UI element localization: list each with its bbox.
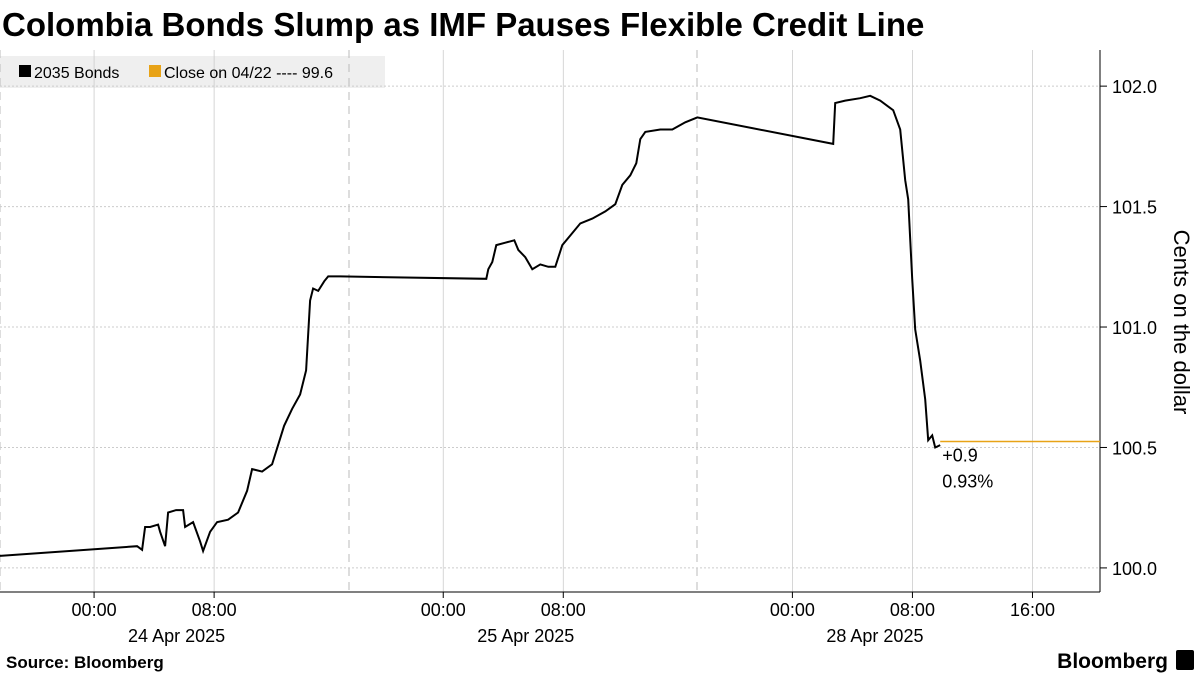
x-tick-label: 08:00	[541, 600, 586, 620]
x-date-label: 28 Apr 2025	[826, 626, 923, 646]
x-date-label: 25 Apr 2025	[477, 626, 574, 646]
x-tick-label: 00:00	[72, 600, 117, 620]
legend-box	[0, 56, 385, 88]
x-tick-label: 00:00	[421, 600, 466, 620]
x-tick-label: 16:00	[1010, 600, 1055, 620]
legend-label: 2035 Bonds	[34, 65, 119, 82]
legend-swatch	[149, 65, 161, 77]
brand: Bloomberg	[1057, 650, 1168, 673]
y-tick-label: 102.0	[1112, 77, 1157, 97]
x-tick-label: 08:00	[890, 600, 935, 620]
brand-icon	[1176, 650, 1194, 670]
y-tick-label: 100.5	[1112, 438, 1157, 458]
y-tick-label: 100.0	[1112, 559, 1157, 579]
legend-swatch	[19, 65, 31, 77]
annotation: +0.9	[942, 445, 978, 465]
y-tick-label: 101.5	[1112, 198, 1157, 218]
series-line	[0, 94, 941, 557]
x-tick-label: 08:00	[192, 600, 237, 620]
legend-label: Close on 04/22 ---- 99.6	[164, 65, 333, 82]
x-date-label: 24 Apr 2025	[128, 626, 225, 646]
source: Source: Bloomberg	[6, 653, 164, 672]
x-tick-label: 00:00	[770, 600, 815, 620]
y-tick-label: 101.0	[1112, 318, 1157, 338]
annotation: 0.93%	[942, 471, 993, 491]
chart-title: Colombia Bonds Slump as IMF Pauses Flexi…	[2, 6, 924, 43]
y-axis-label: Cents on the dollar	[1169, 230, 1194, 415]
